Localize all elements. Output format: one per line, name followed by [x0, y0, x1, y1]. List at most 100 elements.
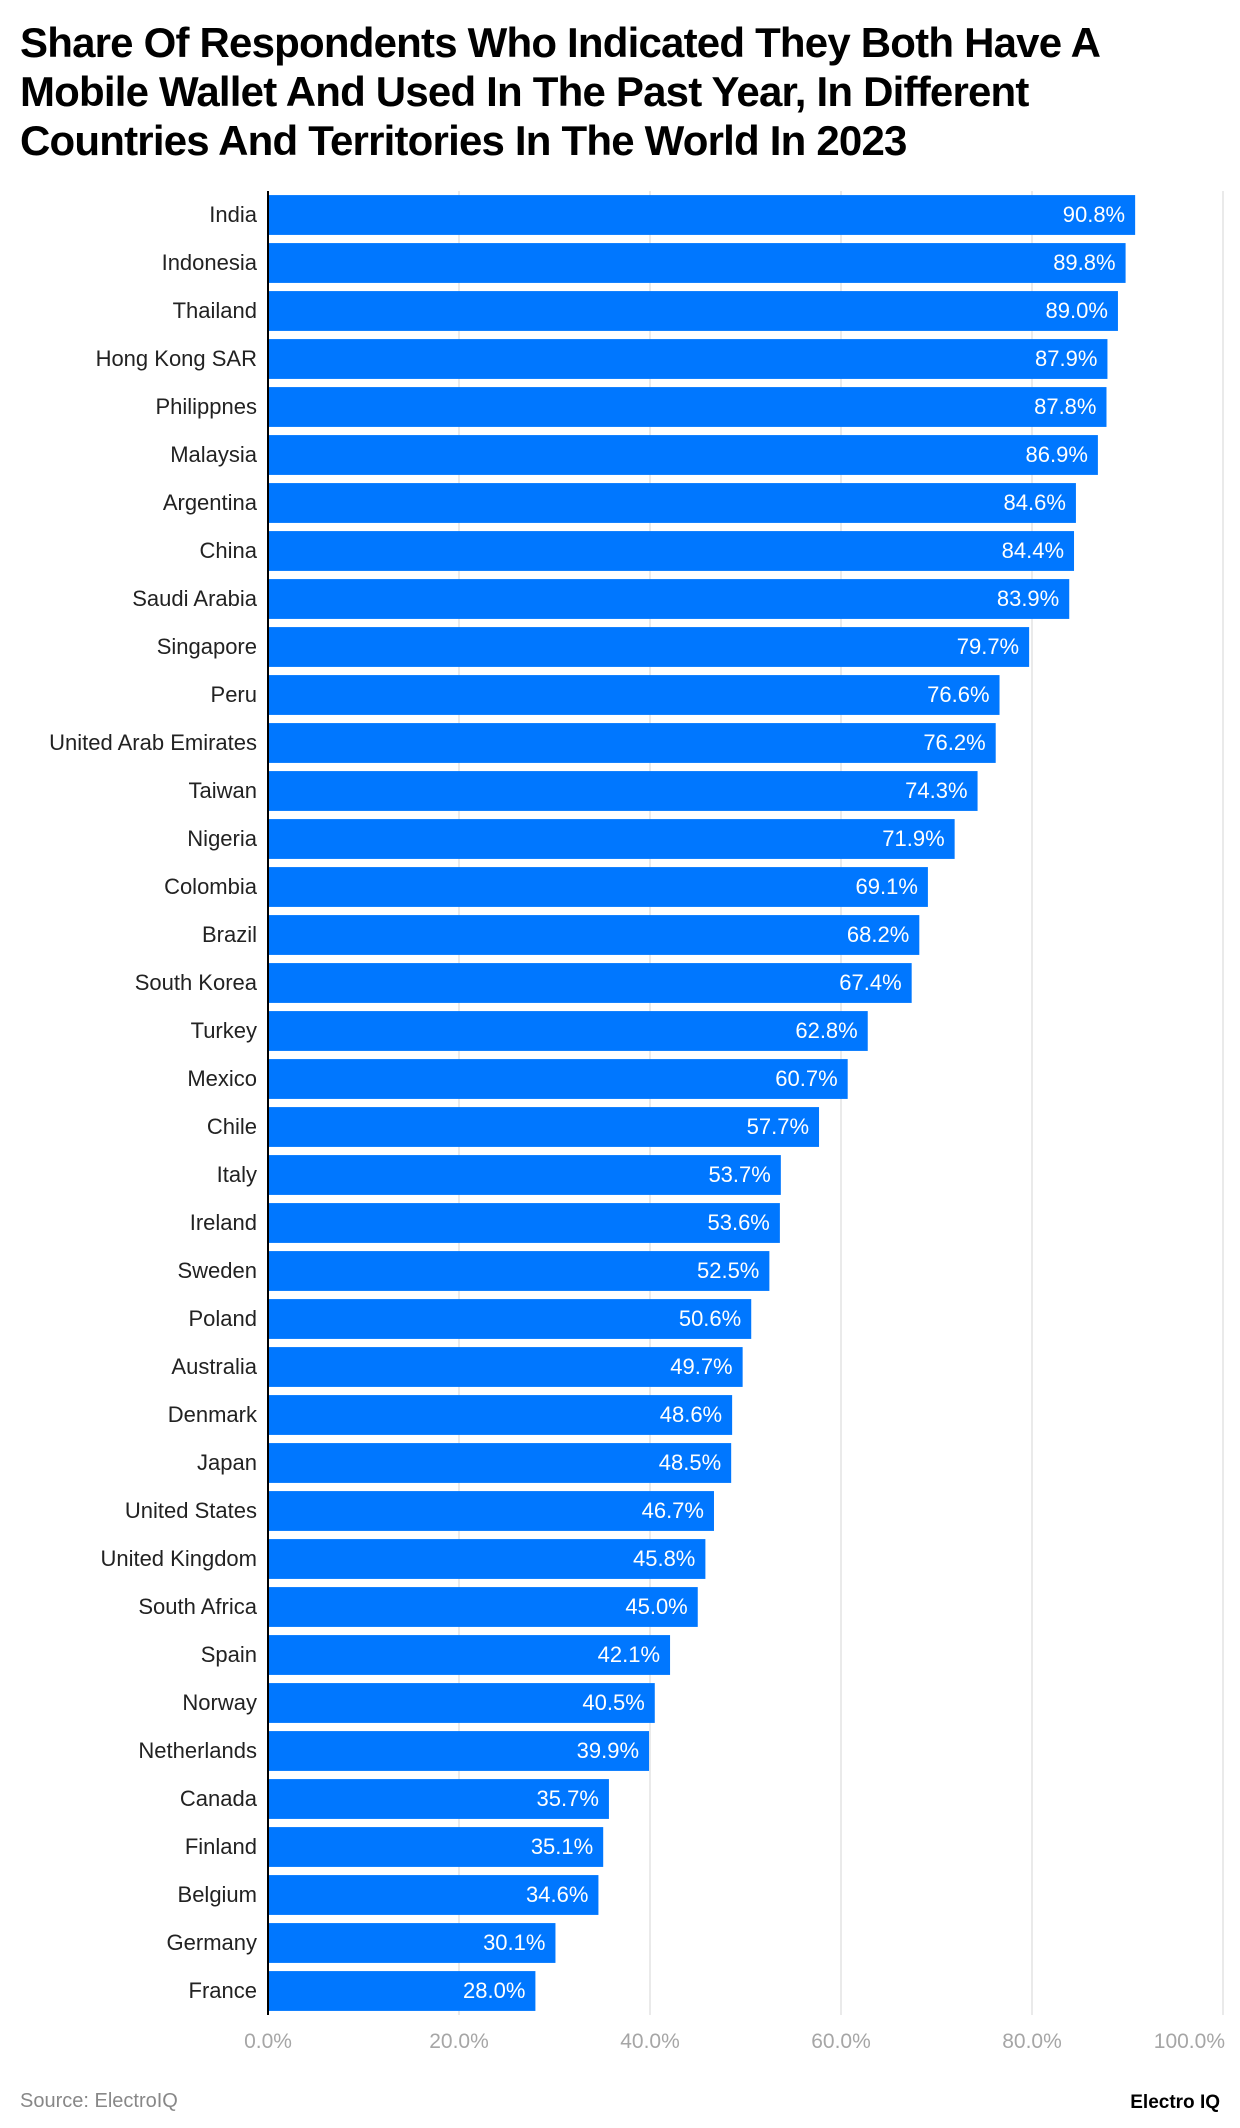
- category-label: Hong Kong SAR: [96, 346, 257, 371]
- category-label: Turkey: [191, 1018, 257, 1043]
- data-label: 46.7%: [642, 1498, 704, 1523]
- bar: [268, 1395, 733, 1435]
- category-label: India: [209, 202, 257, 227]
- category-label: Australia: [171, 1354, 257, 1379]
- bar: [268, 627, 1030, 667]
- category-label: Sweden: [177, 1258, 257, 1283]
- data-label: 69.1%: [856, 874, 918, 899]
- category-label: Canada: [180, 1786, 258, 1811]
- data-label: 48.5%: [659, 1450, 721, 1475]
- category-label: United States: [125, 1498, 257, 1523]
- bar: [268, 1443, 732, 1483]
- bar: [268, 867, 928, 907]
- data-label: 35.7%: [537, 1786, 599, 1811]
- category-label: Germany: [167, 1930, 257, 1955]
- data-label: 83.9%: [997, 586, 1059, 611]
- data-label: 48.6%: [660, 1402, 722, 1427]
- bar: [268, 1731, 650, 1771]
- x-tick-label: 0.0%: [244, 2030, 292, 2053]
- category-label: Saudi Arabia: [132, 586, 258, 611]
- bar: [268, 435, 1098, 475]
- data-label: 49.7%: [670, 1354, 732, 1379]
- category-label: Ireland: [190, 1210, 257, 1235]
- category-label: Chile: [207, 1114, 257, 1139]
- bar: [268, 1299, 752, 1339]
- bar-chart: 0.0% 20.0% 40.0% 60.0% 80.0% 100.0% India 90.8%…: [49, 191, 1225, 2053]
- category-label: Norway: [182, 1690, 257, 1715]
- data-label: 71.9%: [882, 826, 944, 851]
- data-label: 45.0%: [625, 1594, 687, 1619]
- data-label: 53.6%: [707, 1210, 769, 1235]
- bar: [268, 387, 1107, 427]
- bar: [268, 1971, 536, 2011]
- data-label: 52.5%: [697, 1258, 759, 1283]
- data-label: 86.9%: [1026, 442, 1088, 467]
- category-label: Denmark: [168, 1402, 258, 1427]
- data-label: 40.5%: [582, 1690, 644, 1715]
- data-label: 42.1%: [598, 1642, 660, 1667]
- category-label: Mexico: [187, 1066, 257, 1091]
- bar: [268, 1587, 698, 1627]
- category-label: United Kingdom: [100, 1546, 257, 1571]
- bar: [268, 915, 920, 955]
- category-label: Colombia: [164, 874, 258, 899]
- bar: [268, 1923, 556, 1963]
- data-label: 87.8%: [1034, 394, 1096, 419]
- data-label: 53.7%: [708, 1162, 770, 1187]
- bar: [268, 1683, 655, 1723]
- category-label: Philippnes: [155, 394, 257, 419]
- bar: [268, 195, 1136, 235]
- bar: [268, 1203, 780, 1243]
- data-label: 60.7%: [775, 1066, 837, 1091]
- data-label: 68.2%: [847, 922, 909, 947]
- category-label: Japan: [197, 1450, 257, 1475]
- data-label: 39.9%: [577, 1738, 639, 1763]
- category-label: Brazil: [202, 922, 257, 947]
- data-label: 89.8%: [1053, 250, 1115, 275]
- bar: [268, 723, 996, 763]
- category-label: Spain: [201, 1642, 257, 1667]
- bar: [268, 1779, 609, 1819]
- bar: [268, 675, 1000, 715]
- bar: [268, 771, 978, 811]
- data-label: 84.4%: [1002, 538, 1064, 563]
- x-tick-label: 100.0%: [1154, 2030, 1225, 2053]
- category-label: Finland: [185, 1834, 257, 1859]
- bar: [268, 963, 912, 1003]
- bar: [268, 1827, 604, 1867]
- data-label: 79.7%: [957, 634, 1019, 659]
- bar: [268, 243, 1126, 283]
- chart-title: Share Of Respondents Who Indicated They …: [20, 19, 1099, 164]
- source-note: Source: ElectroIQ: [20, 2090, 178, 2112]
- bar: [268, 1107, 820, 1147]
- x-tick-label: 40.0%: [620, 2030, 680, 2053]
- bar: [268, 1251, 770, 1291]
- bar: [268, 819, 955, 859]
- data-label: 62.8%: [795, 1018, 857, 1043]
- data-label: 87.9%: [1035, 346, 1097, 371]
- bar: [268, 1347, 743, 1387]
- bar: [268, 339, 1108, 379]
- data-label: 28.0%: [463, 1978, 525, 2003]
- category-label: Netherlands: [138, 1738, 257, 1763]
- data-label: 30.1%: [483, 1930, 545, 1955]
- x-tick-label: 80.0%: [1002, 2030, 1062, 2053]
- data-label: 50.6%: [679, 1306, 741, 1331]
- bar: [268, 531, 1075, 571]
- bar: [268, 1059, 848, 1099]
- category-label: Singapore: [157, 634, 257, 659]
- data-label: 76.2%: [923, 730, 985, 755]
- bar: [268, 1875, 599, 1915]
- bar: [268, 579, 1070, 619]
- data-label: 90.8%: [1063, 202, 1125, 227]
- category-label: Taiwan: [189, 778, 257, 803]
- category-label: Indonesia: [162, 250, 258, 275]
- data-label: 45.8%: [633, 1546, 695, 1571]
- data-label: 57.7%: [747, 1114, 809, 1139]
- x-tick-label: 60.0%: [811, 2030, 871, 2053]
- category-label: Nigeria: [187, 826, 257, 851]
- data-label: 84.6%: [1004, 490, 1066, 515]
- bar: [268, 1491, 714, 1531]
- data-label: 76.6%: [927, 682, 989, 707]
- category-label: Poland: [188, 1306, 257, 1331]
